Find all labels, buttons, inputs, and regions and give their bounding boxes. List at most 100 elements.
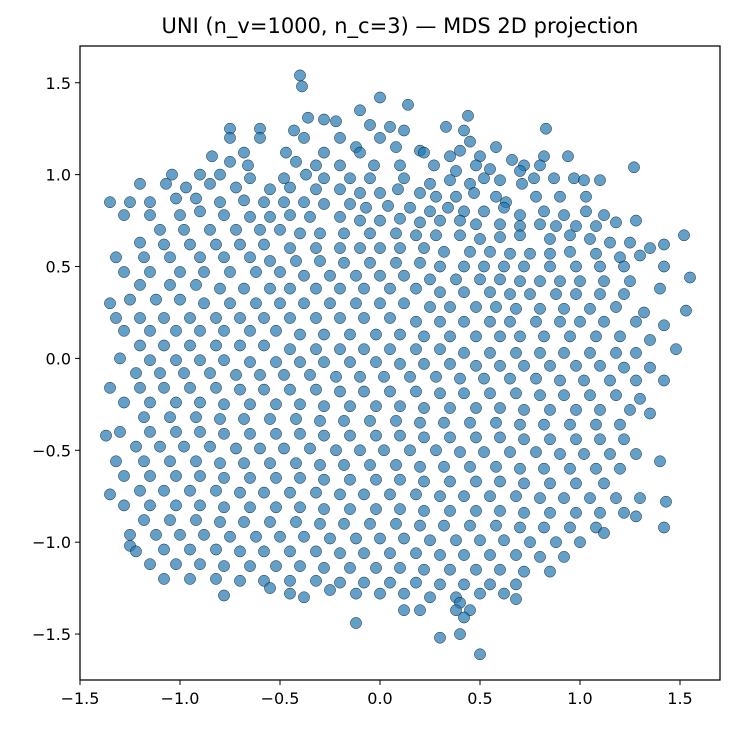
data-point bbox=[458, 124, 470, 137]
data-point bbox=[658, 521, 670, 534]
x-tick-label: 0.5 bbox=[467, 689, 492, 708]
data-point bbox=[284, 181, 296, 194]
data-point bbox=[458, 286, 470, 299]
data-point bbox=[418, 431, 430, 444]
data-point bbox=[554, 275, 566, 288]
data-point bbox=[458, 611, 470, 624]
data-point bbox=[358, 343, 370, 356]
data-point bbox=[478, 372, 490, 385]
data-point bbox=[414, 216, 426, 229]
data-point bbox=[302, 111, 314, 124]
data-point bbox=[284, 312, 296, 324]
data-point bbox=[258, 238, 270, 251]
data-point bbox=[614, 462, 626, 475]
data-point bbox=[364, 172, 376, 185]
data-point bbox=[270, 324, 282, 337]
data-point bbox=[238, 457, 250, 470]
data-point bbox=[618, 361, 630, 374]
data-point bbox=[110, 455, 122, 468]
data-point bbox=[184, 381, 196, 394]
data-point bbox=[158, 573, 170, 585]
data-point bbox=[434, 387, 446, 400]
data-point bbox=[618, 506, 630, 519]
data-point bbox=[490, 141, 502, 153]
data-point bbox=[524, 536, 536, 549]
data-point bbox=[568, 172, 580, 185]
data-point bbox=[158, 484, 170, 497]
data-point bbox=[578, 374, 590, 387]
data-point bbox=[130, 367, 142, 379]
data-point bbox=[470, 563, 482, 576]
data-point bbox=[544, 477, 556, 490]
data-point bbox=[238, 194, 250, 207]
data-point bbox=[394, 242, 406, 254]
data-point bbox=[138, 411, 150, 424]
data-point bbox=[514, 209, 526, 221]
data-point bbox=[184, 339, 196, 352]
data-point bbox=[434, 343, 446, 356]
data-point bbox=[134, 381, 146, 394]
data-point bbox=[484, 578, 496, 591]
data-point bbox=[660, 495, 672, 508]
data-point bbox=[234, 238, 246, 251]
data-point bbox=[624, 236, 636, 249]
data-point bbox=[270, 356, 282, 368]
data-point bbox=[370, 400, 382, 413]
data-point bbox=[630, 448, 642, 460]
data-point bbox=[150, 528, 162, 541]
data-point bbox=[214, 457, 226, 470]
data-point bbox=[618, 288, 630, 300]
data-point bbox=[214, 168, 226, 181]
data-point bbox=[516, 177, 528, 190]
data-point bbox=[494, 563, 506, 576]
data-point bbox=[484, 347, 496, 359]
data-point bbox=[438, 460, 450, 473]
data-point bbox=[344, 473, 356, 486]
data-point bbox=[180, 181, 192, 194]
data-point bbox=[544, 404, 556, 416]
data-point bbox=[590, 521, 602, 534]
data-point bbox=[210, 238, 222, 251]
data-point bbox=[224, 266, 236, 278]
data-point bbox=[518, 260, 530, 273]
data-point bbox=[438, 245, 450, 258]
data-point bbox=[358, 385, 370, 398]
data-point bbox=[394, 473, 406, 486]
data-point bbox=[390, 256, 402, 269]
data-point bbox=[118, 396, 130, 409]
data-point bbox=[506, 154, 518, 166]
data-point bbox=[544, 565, 556, 578]
data-point bbox=[574, 275, 586, 288]
data-point bbox=[184, 312, 196, 324]
data-point bbox=[534, 218, 546, 231]
data-point bbox=[610, 492, 622, 504]
data-point bbox=[154, 367, 166, 379]
data-point bbox=[470, 431, 482, 444]
data-point bbox=[298, 591, 310, 604]
data-point bbox=[218, 398, 230, 411]
data-point bbox=[274, 530, 286, 543]
data-point bbox=[558, 492, 570, 504]
data-point bbox=[434, 578, 446, 591]
data-point bbox=[264, 413, 276, 425]
data-point bbox=[614, 418, 626, 431]
data-point bbox=[278, 369, 290, 381]
data-point bbox=[214, 413, 226, 425]
data-point bbox=[390, 141, 402, 153]
data-point bbox=[314, 227, 326, 240]
data-point bbox=[364, 256, 376, 269]
points-layer bbox=[100, 69, 696, 661]
data-point bbox=[310, 159, 322, 172]
data-point bbox=[178, 223, 190, 236]
data-point bbox=[634, 492, 646, 504]
data-point bbox=[424, 273, 436, 286]
data-point bbox=[534, 302, 546, 315]
data-point bbox=[234, 486, 246, 499]
data-point bbox=[244, 211, 256, 223]
data-point bbox=[498, 587, 510, 600]
data-point bbox=[334, 183, 346, 196]
data-point bbox=[210, 339, 222, 352]
data-point bbox=[458, 347, 470, 359]
data-point bbox=[598, 527, 610, 539]
data-point bbox=[134, 177, 146, 190]
